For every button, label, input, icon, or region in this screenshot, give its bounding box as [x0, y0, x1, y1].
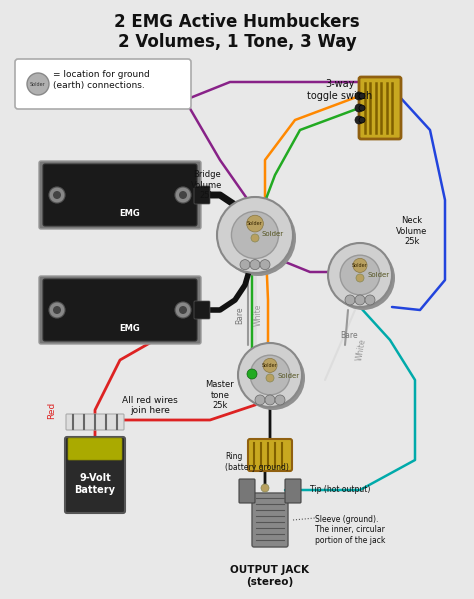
Text: EMG: EMG [119, 324, 140, 333]
Text: All red wires
join here: All red wires join here [122, 395, 178, 415]
Text: Solder: Solder [247, 221, 263, 226]
Circle shape [175, 187, 191, 203]
FancyBboxPatch shape [39, 276, 201, 344]
Circle shape [255, 395, 265, 405]
FancyBboxPatch shape [43, 164, 197, 226]
FancyBboxPatch shape [359, 77, 401, 139]
Circle shape [27, 73, 49, 95]
FancyBboxPatch shape [248, 439, 292, 471]
Text: Neck
Volume
25k: Neck Volume 25k [396, 216, 428, 246]
Circle shape [365, 295, 375, 305]
Text: = location for ground
(earth) connections.: = location for ground (earth) connection… [53, 70, 150, 90]
Circle shape [356, 274, 364, 282]
FancyBboxPatch shape [68, 438, 122, 460]
Text: Solder: Solder [368, 272, 390, 278]
Circle shape [53, 191, 61, 199]
Circle shape [355, 116, 363, 124]
Circle shape [355, 295, 365, 305]
Circle shape [246, 215, 264, 232]
Circle shape [359, 117, 365, 123]
Text: White: White [355, 338, 368, 362]
Circle shape [49, 187, 65, 203]
FancyBboxPatch shape [239, 479, 255, 503]
Text: Solder: Solder [262, 363, 278, 368]
FancyBboxPatch shape [65, 437, 125, 513]
FancyBboxPatch shape [252, 493, 288, 547]
Text: 3-way
toggle switch: 3-way toggle switch [307, 79, 373, 101]
Circle shape [359, 105, 365, 111]
Text: OUTPUT JACK
(stereo): OUTPUT JACK (stereo) [230, 565, 310, 586]
Circle shape [250, 259, 260, 270]
Circle shape [247, 369, 257, 379]
Circle shape [238, 343, 302, 407]
Text: Ring
(battery ground): Ring (battery ground) [225, 452, 289, 471]
Circle shape [240, 259, 250, 270]
Circle shape [328, 243, 392, 307]
Text: Solder: Solder [278, 373, 300, 379]
Text: 9-Volt
Battery: 9-Volt Battery [74, 473, 116, 495]
Circle shape [241, 346, 305, 410]
Text: Tip (hot output): Tip (hot output) [310, 486, 370, 495]
Text: Master
tone
25k: Master tone 25k [206, 380, 234, 410]
Circle shape [355, 92, 363, 100]
Circle shape [340, 255, 380, 295]
Circle shape [179, 306, 187, 314]
Circle shape [266, 374, 274, 382]
Circle shape [49, 302, 65, 318]
Circle shape [231, 211, 279, 259]
Circle shape [250, 355, 290, 395]
Text: Solder: Solder [30, 81, 46, 86]
Text: Bare: Bare [340, 331, 357, 340]
Circle shape [331, 246, 395, 310]
Text: Solder: Solder [262, 231, 284, 237]
Text: 2 EMG Active Humbuckers: 2 EMG Active Humbuckers [114, 13, 360, 31]
Text: Bare: Bare [236, 306, 245, 324]
FancyBboxPatch shape [43, 279, 197, 341]
Circle shape [359, 93, 365, 99]
FancyBboxPatch shape [194, 186, 210, 204]
Circle shape [179, 191, 187, 199]
FancyBboxPatch shape [66, 414, 124, 430]
Circle shape [217, 197, 293, 273]
Circle shape [260, 259, 270, 270]
Circle shape [265, 395, 275, 405]
Text: Bridge
Volume
25k: Bridge Volume 25k [191, 170, 223, 200]
Circle shape [175, 302, 191, 318]
Text: 2 Volumes, 1 Tone, 3 Way: 2 Volumes, 1 Tone, 3 Way [118, 33, 356, 51]
Circle shape [275, 395, 285, 405]
FancyBboxPatch shape [15, 59, 191, 109]
Circle shape [251, 234, 259, 242]
Circle shape [353, 258, 367, 273]
Text: White: White [254, 304, 263, 326]
FancyBboxPatch shape [285, 479, 301, 503]
FancyBboxPatch shape [194, 301, 210, 319]
Circle shape [263, 358, 277, 373]
Text: EMG: EMG [119, 209, 140, 218]
Circle shape [53, 306, 61, 314]
Circle shape [345, 295, 355, 305]
Text: Sleeve (ground).
The inner, circular
portion of the jack: Sleeve (ground). The inner, circular por… [315, 515, 385, 545]
Text: Solder: Solder [352, 263, 368, 268]
Circle shape [220, 200, 296, 276]
Circle shape [261, 484, 269, 492]
Circle shape [355, 104, 363, 112]
FancyBboxPatch shape [39, 161, 201, 229]
Text: Red: Red [47, 401, 56, 419]
